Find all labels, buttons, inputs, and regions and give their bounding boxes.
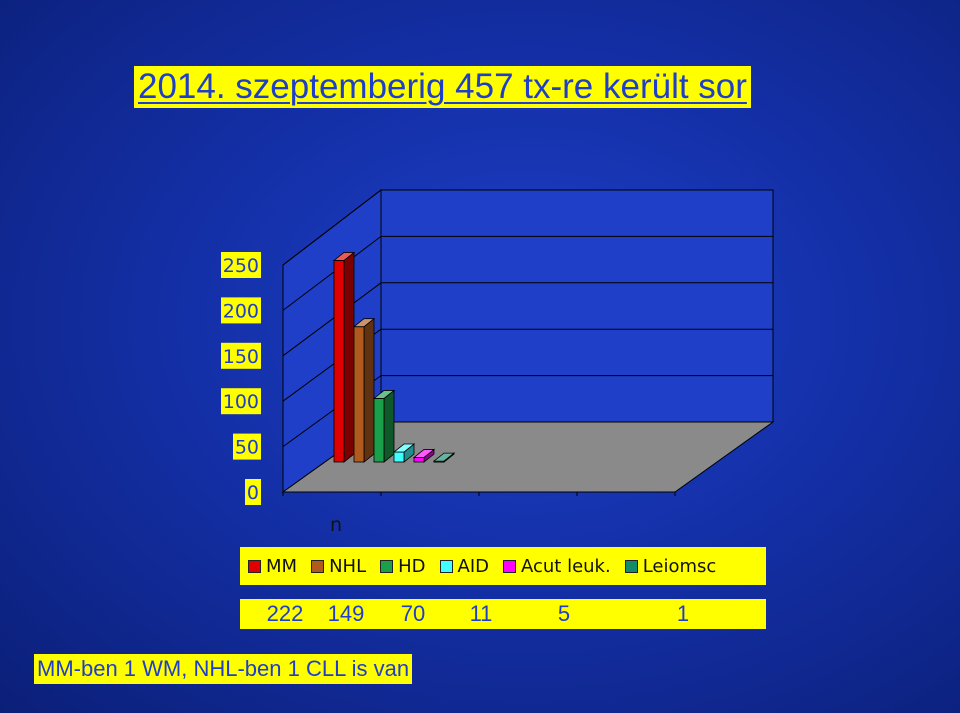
- bars: [332, 251, 456, 463]
- y-tick-label: 0: [247, 482, 259, 504]
- legend-label: Leiomsc: [642, 555, 717, 577]
- legend-item: HD: [380, 555, 426, 577]
- bar-top: [352, 318, 376, 328]
- y-tick-label: 150: [223, 346, 259, 368]
- gridline-side: [282, 236, 382, 311]
- bar-front: [393, 451, 405, 463]
- value-cell: 70: [400, 601, 426, 626]
- gridline-side: [282, 189, 382, 266]
- values-row: 222 149 70 11 5 1: [240, 599, 766, 629]
- legend-item: Acut leuk.: [502, 555, 611, 577]
- y-tick-bg: [221, 342, 261, 369]
- legend-item: AID: [439, 555, 489, 577]
- value-cell: 5: [557, 601, 571, 626]
- bar-side: [363, 317, 375, 463]
- legend-item: MM: [248, 556, 297, 577]
- legend-swatch: [311, 559, 325, 573]
- y-tick-label: 250: [223, 255, 259, 277]
- bar-top: [372, 390, 396, 399]
- bar-nhl: [352, 317, 376, 463]
- bar-leiomsc: [432, 452, 456, 463]
- legend-label: MM: [266, 555, 298, 577]
- bar-front: [413, 457, 425, 463]
- legend-label: AID: [457, 555, 489, 577]
- bar-front: [333, 260, 345, 463]
- y-tick-bg: [221, 388, 261, 415]
- bar-side: [383, 389, 395, 463]
- bar-mm: [332, 251, 356, 463]
- legend-swatch: [439, 559, 453, 573]
- bar-front: [353, 326, 365, 463]
- chart-walls: [281, 188, 775, 496]
- bar-side: [343, 251, 355, 463]
- legend-label: HD: [398, 555, 426, 577]
- y-tick-label: 200: [223, 300, 259, 322]
- y-axis-ticks: 0 50 100 150 200 250: [221, 252, 261, 505]
- legend-swatch: [502, 559, 516, 573]
- y-tick-label: 50: [235, 437, 259, 459]
- y-tick-bg: [221, 297, 261, 324]
- legend-swatch: [624, 559, 638, 573]
- value-cell: 149: [327, 601, 365, 626]
- bar-top: [432, 452, 456, 462]
- footnote: MM-ben 1 WM, NHL-ben 1 CLL is van: [34, 654, 413, 684]
- bar-top: [332, 252, 356, 261]
- slide-title: 2014. szeptemberig 457 tx-re került sor: [134, 66, 751, 108]
- y-tick-label: 100: [223, 391, 259, 413]
- back-wall: [380, 189, 774, 423]
- legend-swatch: [380, 559, 394, 573]
- legend-label: NHL: [329, 555, 367, 577]
- bar-front: [373, 398, 385, 463]
- value-cell: 1: [676, 601, 690, 626]
- bar-hd: [372, 389, 396, 463]
- value-cell: 222: [266, 601, 304, 626]
- bar-acut-leuk: [412, 448, 436, 463]
- gridline-side: [282, 282, 382, 357]
- bar-top: [412, 449, 436, 458]
- y-tick-bg: [245, 479, 261, 505]
- y-tick-bg: [221, 252, 261, 278]
- legend-label: Acut leuk.: [520, 555, 611, 577]
- bar-aid: [392, 443, 416, 463]
- bar-top: [392, 443, 416, 453]
- y-tick-bg: [233, 433, 261, 460]
- legend: MM NHL HD AID Acut leuk. Leiomsc: [240, 547, 766, 585]
- value-cell: 11: [469, 601, 493, 626]
- legend-item: Leiomsc: [624, 555, 717, 577]
- legend-swatch: [248, 559, 261, 573]
- legend-item: NHL: [311, 556, 366, 577]
- category-label: n: [330, 514, 342, 536]
